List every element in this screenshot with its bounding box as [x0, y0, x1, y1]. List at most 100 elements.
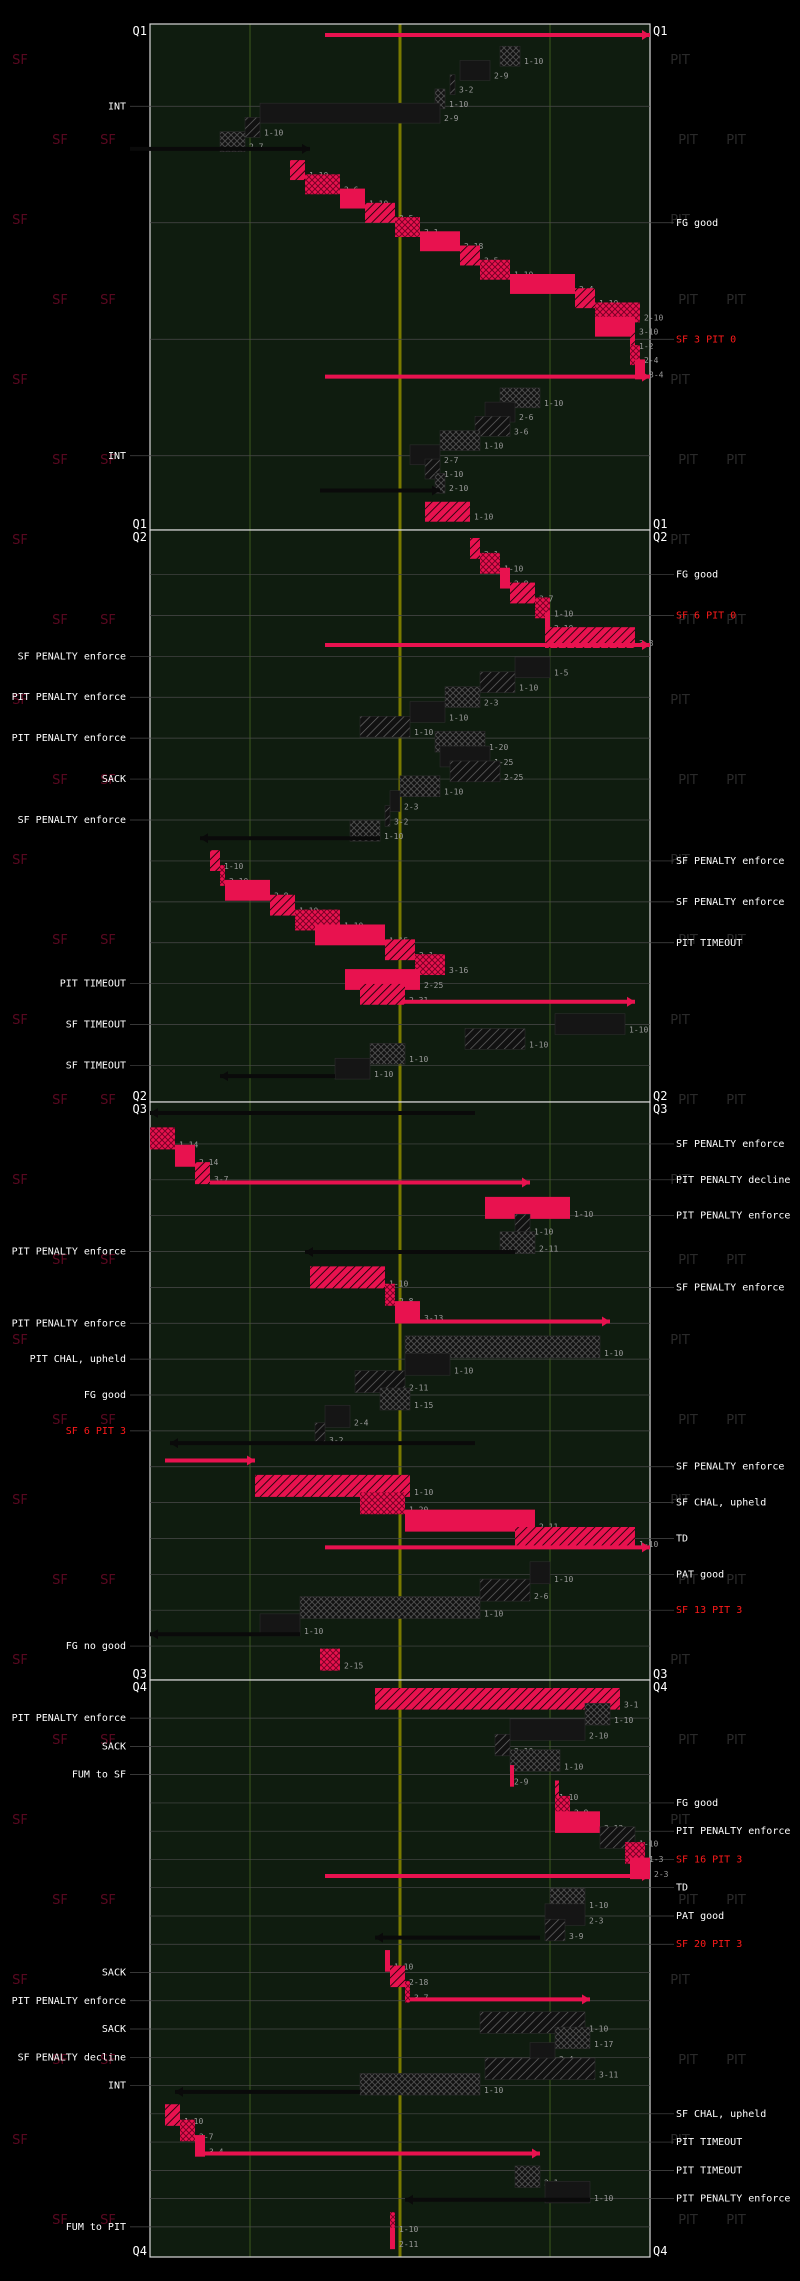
play-bar — [195, 1162, 210, 1185]
down-distance-label: 1-10 — [374, 1070, 393, 1079]
down-distance-label: 1-10 — [504, 565, 523, 574]
play-bar — [595, 316, 635, 337]
team-watermark: PIT — [678, 1093, 698, 1108]
quarter-label: Q1 — [653, 517, 667, 531]
arrow-head — [405, 2194, 413, 2205]
play-bar — [299, 1596, 481, 1619]
play-bar — [195, 2135, 205, 2157]
event-label: PIT TIMEOUT — [676, 2165, 742, 2176]
down-distance-label: 2-9 — [444, 114, 459, 123]
down-distance-label: 1-10 — [639, 1839, 658, 1848]
event-label: PIT CHAL, upheld — [30, 1354, 126, 1365]
quarter-label: Q1 — [133, 517, 147, 531]
team-watermark: PIT — [678, 1253, 698, 1268]
play-bar — [439, 430, 481, 451]
team-watermark: PIT — [670, 213, 690, 228]
play-bar — [399, 775, 441, 797]
down-distance-label: 3-2 — [329, 1436, 344, 1445]
down-distance-label: 1-10 — [594, 2194, 613, 2203]
event-label: SF PENALTY enforce — [676, 856, 784, 867]
play-bar — [555, 1780, 559, 1803]
play-bar — [365, 202, 395, 223]
play-bar — [494, 1733, 511, 1757]
quarter-label: Q2 — [133, 530, 147, 544]
team-watermark: PIT — [726, 1573, 746, 1588]
play-bar — [425, 501, 470, 522]
down-distance-label: 1-10 — [384, 832, 403, 841]
event-label: PIT PENALTY decline — [676, 1175, 790, 1186]
play-bar — [514, 2165, 541, 2188]
play-bar — [349, 820, 381, 842]
team-watermark: PIT — [678, 133, 698, 148]
play-bar — [390, 1965, 405, 1988]
down-distance-label: 1-10 — [474, 513, 493, 522]
down-distance-label: 1-25 — [494, 758, 513, 767]
down-distance-label: 3-7 — [214, 1175, 229, 1184]
down-distance-label: 2-18 — [409, 1978, 428, 1987]
team-watermark: SF — [52, 933, 68, 948]
team-watermark: PIT — [678, 933, 698, 948]
team-watermark: SF — [100, 1093, 116, 1108]
play-bar — [545, 627, 635, 648]
down-distance-label: 1-10 — [554, 1575, 573, 1584]
down-distance-label: 3-16 — [449, 966, 468, 975]
play-bar — [485, 1196, 570, 1219]
team-watermark: SF — [52, 773, 68, 788]
play-bar — [420, 231, 460, 252]
event-label: SACK — [102, 774, 126, 785]
quarter-label: Q4 — [653, 2244, 667, 2258]
play-bar — [479, 671, 516, 693]
play-bar — [630, 330, 635, 351]
down-distance-label: 3-6 — [514, 427, 529, 436]
down-distance-label: 1-10 — [444, 470, 463, 479]
down-distance-label: 2-10 — [449, 484, 468, 493]
down-distance-label: 1-10 — [409, 1055, 428, 1064]
team-watermark: PIT — [726, 293, 746, 308]
quarter-label: Q4 — [133, 2244, 147, 2258]
event-label: PIT TIMEOUT — [60, 979, 126, 990]
quarter-label: Q4 — [653, 1680, 667, 1694]
down-distance-label: 2-15 — [344, 1662, 363, 1671]
team-watermark: PIT — [670, 693, 690, 708]
team-watermark: SF — [12, 1013, 28, 1028]
play-bar — [470, 538, 480, 559]
team-watermark: SF — [100, 1893, 116, 1908]
play-bar — [290, 160, 305, 181]
arrow-head — [432, 485, 440, 496]
team-watermark: SF — [100, 293, 116, 308]
team-watermark: SF — [12, 373, 28, 388]
event-label: PIT TIMEOUT — [676, 938, 742, 949]
down-distance-label: 3-11 — [599, 2071, 618, 2080]
team-watermarks: SF PIT SF SF PIT PIT SF PIT SF SF PIT PIT SF PIT SF SF P… — [12, 53, 746, 2228]
down-distance-label: 3-4 — [649, 370, 664, 379]
play-bar — [385, 1283, 395, 1306]
team-watermark: PIT — [726, 1093, 746, 1108]
down-distance-label: 1-10 — [524, 57, 543, 66]
down-distance-label: 1-15 — [414, 1401, 433, 1410]
play-bar — [480, 552, 500, 574]
down-distance-label: 1-10 — [449, 100, 468, 109]
team-watermark: PIT — [678, 1733, 698, 1748]
down-distance-label: 2-11 — [539, 1245, 558, 1254]
team-watermark: PIT — [678, 613, 698, 628]
team-watermark: SF — [100, 2213, 116, 2228]
play-bar — [324, 1405, 351, 1428]
play-bar — [150, 1127, 175, 1150]
play-bar — [340, 188, 365, 209]
down-distance-label: 1-10 — [399, 2225, 418, 2234]
team-watermark: PIT — [678, 1413, 698, 1428]
event-label: SF CHAL, upheld — [676, 1498, 766, 1509]
down-distance-label: 2-9 — [514, 1778, 529, 1787]
down-distance-label: 2-3 — [654, 1870, 669, 1879]
arrow-head — [522, 1177, 530, 1188]
event-label: SF 6 PIT 0 — [676, 610, 736, 621]
event-label: SF 16 PIT 3 — [676, 1854, 742, 1865]
event-label: SF PENALTY enforce — [676, 1282, 784, 1293]
team-watermark: SF — [12, 853, 28, 868]
play-bar — [219, 131, 246, 152]
event-label: FUM to PIT — [66, 2222, 126, 2233]
arrow-head — [375, 1932, 383, 1943]
quarter-label: Q1 — [653, 24, 667, 38]
event-label: FUM to SF — [72, 1770, 126, 1781]
